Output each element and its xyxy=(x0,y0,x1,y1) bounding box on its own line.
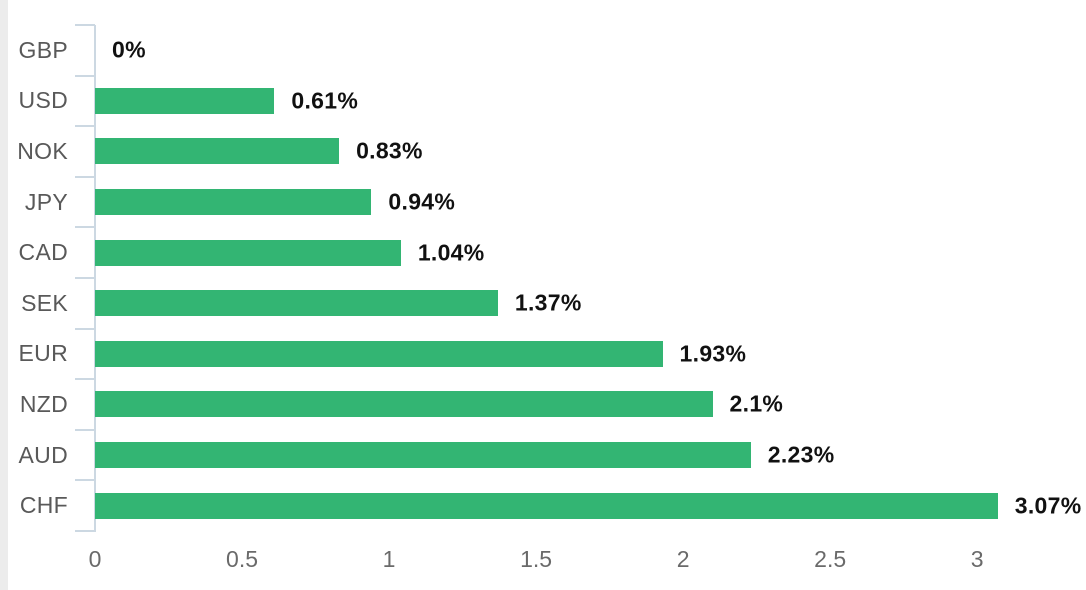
category-label: JPY xyxy=(24,188,68,215)
bar-track: 2.1% xyxy=(95,379,1086,430)
axis-tick xyxy=(75,277,95,279)
bar xyxy=(95,138,340,165)
bar-row: SEK 1.37% xyxy=(0,278,1086,329)
bar-track: 1.37% xyxy=(95,278,1086,329)
axis-tick xyxy=(75,530,95,532)
bar xyxy=(95,340,663,367)
x-tick-label: 0 xyxy=(88,546,102,572)
bar xyxy=(95,290,498,317)
bar-row: USD 0.61% xyxy=(0,76,1086,127)
axis-tick xyxy=(75,479,95,482)
bar xyxy=(95,492,998,519)
axis-tick xyxy=(75,327,95,330)
category-label: NZD xyxy=(19,390,68,417)
category-label: CHF xyxy=(19,492,68,519)
bar-row: EUR 1.93% xyxy=(0,329,1086,380)
axis-tick xyxy=(75,378,95,381)
bar-track: 3.07% xyxy=(95,480,1086,531)
category-label: USD xyxy=(18,87,68,114)
x-tick-label: 2 xyxy=(676,546,690,572)
bar-track: 1.04% xyxy=(95,227,1086,278)
value-label: 1.37% xyxy=(514,289,582,316)
x-tick-label: 0.5 xyxy=(226,546,259,572)
category-label: CAD xyxy=(18,239,68,266)
axis-tick xyxy=(75,24,95,26)
bar xyxy=(95,87,275,114)
bar-track: 0% xyxy=(95,25,1086,76)
axis-tick xyxy=(75,175,95,178)
y-axis-line xyxy=(94,25,96,532)
category-label: GBP xyxy=(18,36,68,63)
value-label: 0.94% xyxy=(388,188,456,215)
category-label: EUR xyxy=(18,340,68,367)
x-tick-label: 1.5 xyxy=(520,546,553,572)
x-tick-label: 2.5 xyxy=(814,546,847,572)
bar-track: 1.93% xyxy=(95,329,1086,380)
axis-tick xyxy=(75,428,95,431)
axis-tick xyxy=(75,226,95,229)
bar xyxy=(95,189,372,216)
value-label: 0.83% xyxy=(356,137,423,164)
plot-area: GBP 0% USD 0.61% NOK 0.83% JPY 0.94% CAD 1.04% SEK… xyxy=(0,25,1086,531)
bar-row: CHF 3.07% xyxy=(0,480,1086,531)
x-tick-label: 1 xyxy=(382,546,396,572)
bar-row: CAD 1.04% xyxy=(0,227,1086,278)
bar xyxy=(95,239,401,266)
value-label: 1.93% xyxy=(679,340,747,367)
axis-tick xyxy=(75,125,95,128)
value-label: 3.07% xyxy=(1014,492,1082,519)
bar-row: GBP 0% xyxy=(0,25,1086,76)
bar-row: NZD 2.1% xyxy=(0,379,1086,430)
bar xyxy=(95,442,751,469)
value-label: 2.23% xyxy=(767,441,835,468)
bar-track: 0.61% xyxy=(95,76,1086,127)
x-tick-label: 3 xyxy=(970,546,984,572)
bar-row: JPY 0.94% xyxy=(0,177,1086,228)
value-label: 1.04% xyxy=(417,239,485,266)
bar-track: 0.94% xyxy=(95,177,1086,228)
bar-track: 2.23% xyxy=(95,430,1086,481)
category-label: AUD xyxy=(18,441,68,468)
axis-tick xyxy=(75,74,95,77)
bar-row: AUD 2.23% xyxy=(0,430,1086,481)
value-label: 2.1% xyxy=(729,390,784,417)
bar xyxy=(95,391,713,418)
bar-row: NOK 0.83% xyxy=(0,126,1086,177)
bar-track: 0.83% xyxy=(95,126,1086,177)
value-label: 0% xyxy=(112,36,146,63)
category-label: NOK xyxy=(17,137,68,164)
value-label: 0.61% xyxy=(291,87,359,114)
category-label: SEK xyxy=(21,289,68,316)
left-edge-strip xyxy=(0,0,8,590)
